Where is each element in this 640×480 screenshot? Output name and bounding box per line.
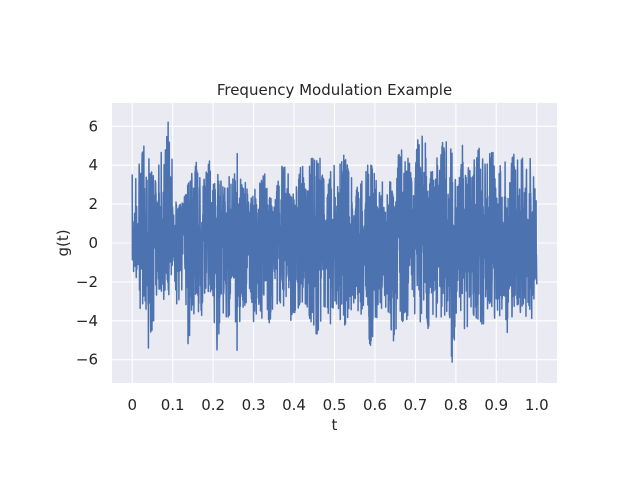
series-layer (131, 121, 538, 363)
y-tick-label: 0 (88, 234, 98, 252)
signal-line (131, 121, 538, 363)
y-axis-label: g(t) (54, 229, 72, 256)
y-tick-label: −2 (76, 273, 98, 291)
x-tick-label: 0.7 (403, 396, 427, 414)
x-tick-label: 1.0 (525, 396, 549, 414)
x-tick-label: 0.8 (444, 396, 468, 414)
y-tick-label: −6 (76, 351, 98, 369)
y-tick-label: 2 (88, 195, 98, 213)
y-tick-label: 4 (88, 156, 98, 174)
x-tick-label: 0.6 (363, 396, 387, 414)
x-tick-label: 0.3 (242, 396, 266, 414)
x-tick-label: 0.2 (201, 396, 225, 414)
y-axis-ticks: −6 −4 −2 0 2 4 6 (76, 117, 98, 368)
x-tick-label: 0.1 (161, 396, 185, 414)
x-axis-ticks: 0 0.1 0.2 0.3 0.4 0.5 0.6 0.7 0.8 0.9 1.0 (127, 396, 548, 414)
x-tick-label: 0.4 (282, 396, 306, 414)
x-tick-label: 0 (127, 396, 137, 414)
y-tick-label: 6 (88, 117, 98, 135)
chart-title: Frequency Modulation Example (217, 81, 452, 99)
x-tick-label: 0.5 (323, 396, 347, 414)
y-tick-label: −4 (76, 312, 98, 330)
x-axis-label: t (332, 416, 338, 434)
x-tick-label: 0.9 (484, 396, 508, 414)
